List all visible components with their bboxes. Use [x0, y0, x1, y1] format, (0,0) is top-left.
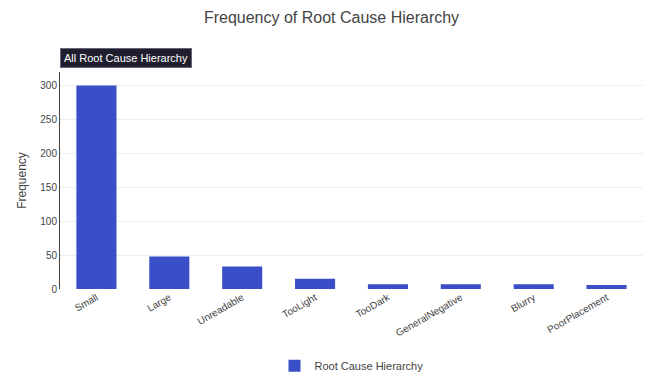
svg-text:TooDark: TooDark [354, 291, 393, 320]
svg-text:GeneralNegative: GeneralNegative [394, 291, 465, 338]
svg-text:300: 300 [40, 80, 57, 91]
svg-text:Frequency: Frequency [15, 152, 29, 209]
svg-text:Blurry: Blurry [509, 292, 537, 315]
svg-text:TooLight: TooLight [280, 291, 318, 320]
svg-text:All Root Cause Hierarchy: All Root Cause Hierarchy [64, 52, 188, 64]
svg-text:100: 100 [40, 216, 57, 227]
svg-text:PoorPlacement: PoorPlacement [545, 291, 610, 335]
svg-text:200: 200 [40, 148, 57, 159]
svg-text:150: 150 [40, 182, 57, 193]
svg-text:50: 50 [46, 250, 58, 261]
svg-text:0: 0 [51, 284, 57, 295]
svg-text:Unreadable: Unreadable [195, 291, 246, 327]
svg-text:Root Cause Hierarchy: Root Cause Hierarchy [315, 360, 424, 372]
svg-text:Frequency of Root Cause Hierar: Frequency of Root Cause Hierarchy [204, 9, 459, 26]
svg-text:Small: Small [73, 292, 100, 314]
svg-text:Large: Large [145, 291, 173, 314]
svg-text:250: 250 [40, 114, 57, 125]
